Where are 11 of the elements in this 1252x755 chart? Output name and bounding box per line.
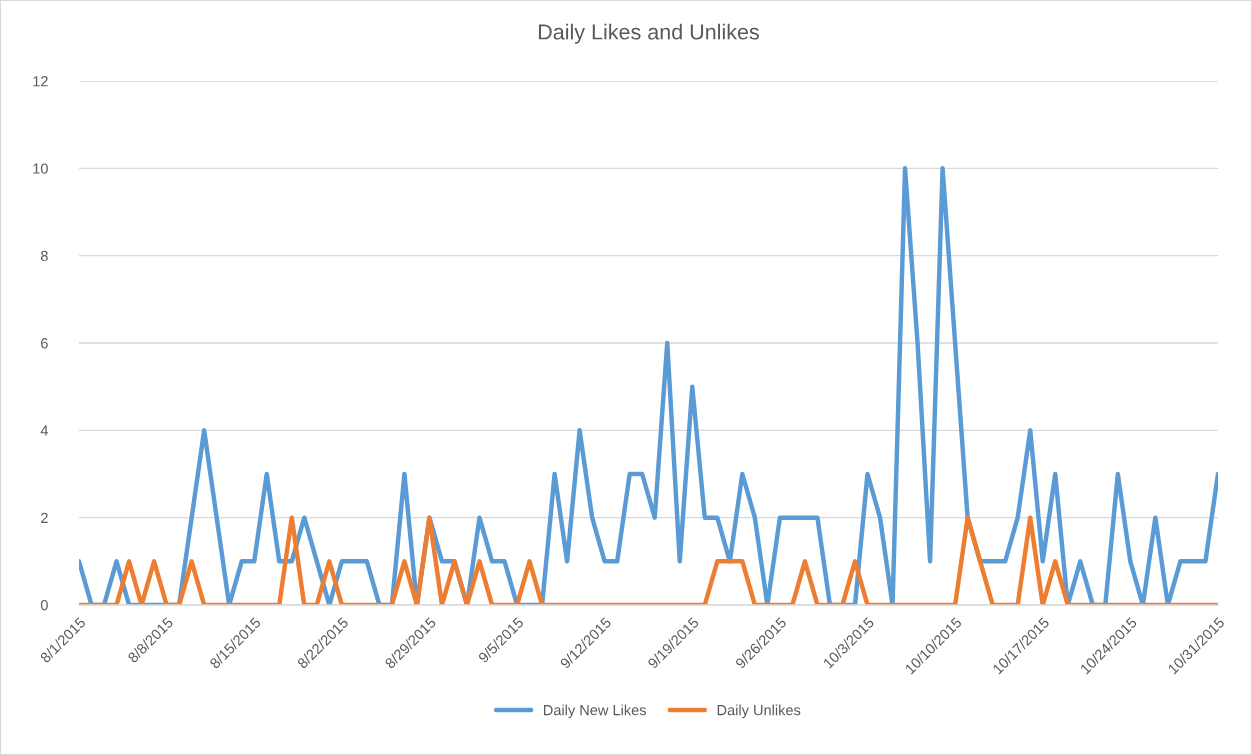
legend-label: Daily Unlikes	[717, 704, 801, 719]
line-series	[79, 166, 1218, 605]
y-tick-label: 4	[40, 425, 49, 436]
y-tick-label: 8	[40, 250, 48, 262]
chart-title: Daily Likes and Unlikes	[538, 23, 759, 44]
y-tick-label: 2	[41, 512, 48, 523]
y-tick-label: 6	[41, 338, 48, 349]
y-tick-label: 10	[33, 163, 48, 174]
legend-label: Daily New Likes	[544, 704, 647, 719]
y-tick-label: 0	[40, 600, 48, 611]
y-tick-label: 12	[33, 76, 48, 87]
